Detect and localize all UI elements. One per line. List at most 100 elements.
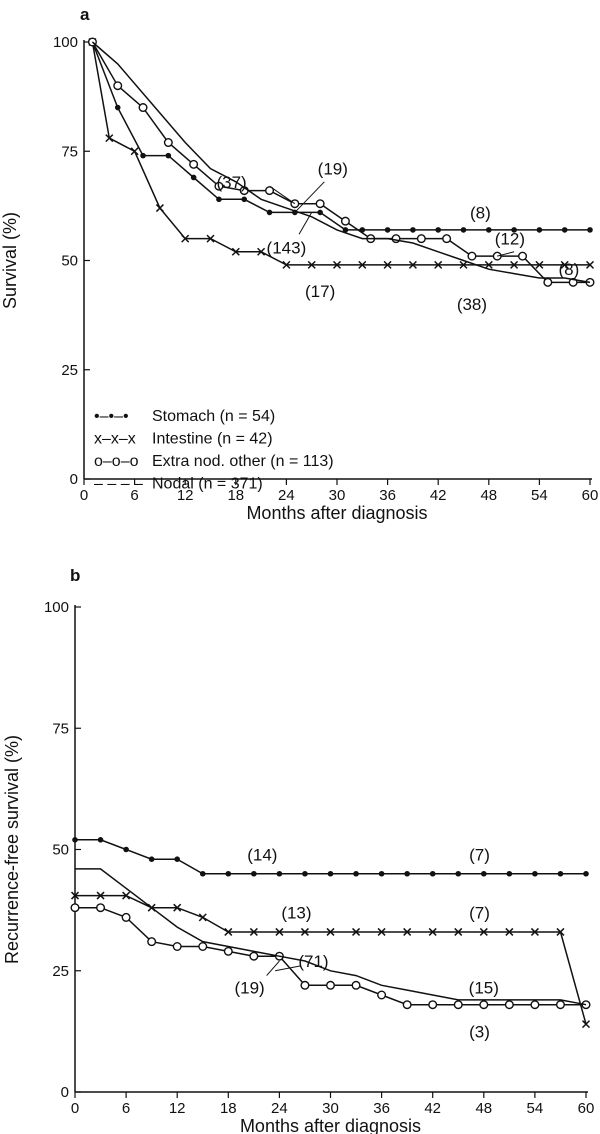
panel-a-point-extra-nod-other — [340, 216, 350, 226]
panel-a-annotation-leader — [298, 212, 313, 235]
panel-b-annotation-leader — [266, 960, 280, 976]
panel-b-point-intestine — [505, 927, 514, 936]
panel-a-y-tick-label: 50 — [61, 253, 78, 270]
panel-b-point-intestine — [377, 927, 386, 936]
panel-a-line-stomach — [91, 41, 590, 231]
panel-a-y-tick-label: 75 — [61, 143, 78, 160]
panel-a-annotation-leader — [497, 251, 515, 257]
panel-b-point-intestine — [249, 927, 258, 936]
panel-b-series-extra-nod-other — [70, 903, 591, 1010]
panel-b-point-stomach — [148, 856, 155, 862]
panel-a-legend-marker: •–•–• — [94, 408, 129, 425]
panel-a-point-extra-nod-other — [492, 251, 502, 261]
panel-a-point-intestine — [181, 234, 190, 243]
panel-a-point-intestine — [484, 260, 493, 269]
panel-b-series-intestine — [70, 891, 591, 1029]
panel-b-point-extra-nod-other — [402, 1000, 412, 1010]
panel-a-point-extra-nod-other — [113, 81, 123, 91]
panel-a-point-extra-nod-other — [442, 234, 452, 244]
panel-b-y-axis-title: Recurrence-free survival (%) — [2, 735, 22, 964]
panel-a-x-tick-label: 36 — [379, 487, 396, 504]
panel-b-point-stomach — [123, 846, 129, 853]
panel-b-x-tick-label: 42 — [424, 1100, 441, 1117]
panel-b-point-extra-nod-other — [504, 1000, 514, 1010]
panel-a-annotation-label: (12) — [495, 230, 525, 249]
panel-a-series-stomach — [89, 39, 593, 233]
panel-b-point-intestine — [326, 927, 335, 936]
panel-a-point-stomach — [511, 227, 517, 233]
panel-b-annotation-label: (13) — [281, 904, 311, 923]
panel-a-annotation-label: (8) — [470, 203, 491, 222]
panel-b-point-extra-nod-other — [147, 937, 157, 947]
panel-b-point-extra-nod-other — [428, 1000, 438, 1010]
panel-a-annotation-label: (17) — [305, 282, 335, 301]
panel-a-point-stomach — [460, 227, 467, 233]
panel-b-point-stomach — [276, 870, 283, 877]
panel-b-point-extra-nod-other — [555, 1000, 565, 1010]
panel-b-point-extra-nod-other — [223, 946, 233, 956]
panel-b-point-extra-nod-other — [351, 980, 361, 990]
panel-b-y-tick-label: 50 — [52, 842, 69, 859]
panel-a-point-stomach — [165, 152, 172, 159]
panel-a-point-stomach — [241, 196, 248, 203]
panel-b-annotation-label: (15) — [469, 979, 499, 998]
panel-a-point-stomach — [561, 227, 568, 233]
panel-b-x-tick-label: 30 — [322, 1100, 339, 1117]
panel-b-point-stomach — [251, 870, 257, 877]
panel-a-point-stomach — [140, 152, 146, 159]
panel-b-annotation-leader — [275, 965, 301, 972]
panel-b-point-extra-nod-other — [300, 980, 310, 990]
panel-b-point-stomach — [199, 870, 206, 877]
panel-a-x-tick-label: 54 — [531, 487, 548, 504]
panel-b-point-intestine — [479, 927, 488, 936]
panel-b-point-extra-nod-other — [121, 912, 131, 922]
panel-a-point-intestine — [585, 260, 595, 269]
panel-a-point-extra-nod-other — [391, 234, 401, 244]
panel-b-point-extra-nod-other — [326, 980, 336, 990]
panel-b-point-extra-nod-other — [70, 903, 80, 913]
panel-a-point-stomach — [486, 227, 492, 233]
panel-b-point-stomach — [353, 870, 359, 877]
panel-a-annotation-label: (37) — [216, 173, 246, 192]
panel-b-annotation-label: (71) — [298, 952, 328, 971]
panel-a-x-tick-label: 18 — [227, 487, 244, 504]
panel-b-x-axis-title: Months after diagnosis — [240, 1116, 421, 1134]
panel-b-point-stomach — [97, 837, 104, 843]
panel-a-x-axis-title: Months after diagnosis — [246, 503, 427, 523]
panel-b-point-stomach — [378, 870, 385, 877]
panel-a-point-stomach — [435, 227, 442, 233]
panel-a-y-axis-title: Survival (%) — [0, 212, 20, 309]
panel-a-point-stomach — [587, 227, 593, 233]
panel-b-point-intestine — [224, 927, 233, 936]
panel-b-point-stomach — [72, 837, 78, 843]
panel-b-point-intestine — [198, 913, 207, 922]
panel-b-point-stomach — [455, 870, 462, 877]
panel-a-point-extra-nod-other — [214, 181, 224, 191]
panel-b-series-nodal — [75, 868, 587, 1006]
panel-b-point-intestine — [275, 927, 284, 936]
panel-b-point-stomach — [481, 870, 487, 877]
panel-b-point-extra-nod-other — [249, 951, 259, 961]
panel-b-y-tick-label: 25 — [52, 963, 69, 980]
panel-a-legend: •–•–• Stomach (n = 54) x–x–x Intestine (n =… — [94, 408, 334, 493]
panel-a-point-intestine — [130, 147, 139, 156]
panel-a-point-intestine — [231, 247, 240, 256]
panel-b-annotation-label: (19) — [234, 979, 264, 998]
panel-a-point-intestine — [560, 260, 569, 269]
panel-a-point-extra-nod-other — [290, 199, 300, 209]
panel-a-point-intestine — [105, 134, 114, 143]
panel-a-line-nodal — [91, 41, 591, 284]
panel-b-point-extra-nod-other — [198, 942, 208, 952]
panel-b-point-intestine — [122, 891, 131, 900]
panel-b-x-tick-label: 12 — [169, 1100, 186, 1117]
panel-b-annotation-label: (14) — [247, 845, 277, 864]
panel-b-point-stomach — [225, 870, 232, 877]
panel-a-legend-marker: o–o–o — [94, 453, 139, 470]
panel-b-x-tick-label: 54 — [527, 1100, 544, 1117]
panel-a-point-extra-nod-other — [416, 234, 426, 244]
panel-a-point-intestine — [282, 260, 291, 269]
panel-b-y-tick-label: 100 — [44, 599, 69, 616]
panel-a-point-intestine — [206, 234, 215, 243]
panel-b-point-extra-nod-other — [377, 990, 387, 1000]
panel-a-legend-entry: •–•–• Stomach (n = 54) — [94, 408, 275, 425]
